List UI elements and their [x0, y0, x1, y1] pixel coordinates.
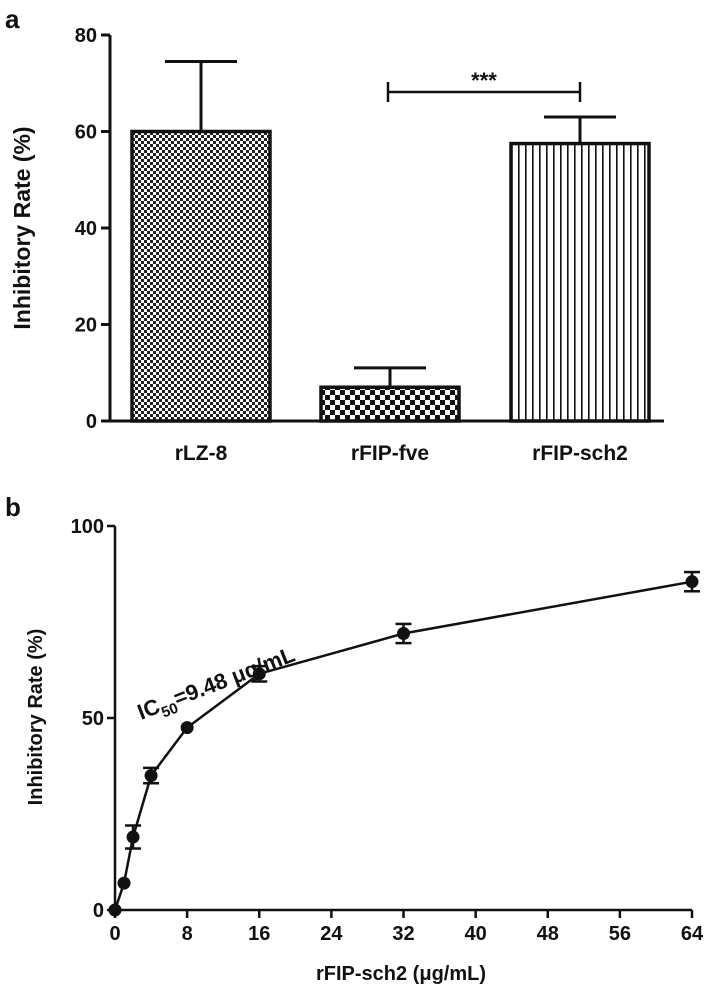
- y-tick-label: 60: [75, 122, 97, 144]
- y-tick-label: 0: [86, 411, 97, 433]
- panel-a-y-ticks: 0 20 40 60 80: [75, 25, 110, 433]
- ic50-value: =9.48 μg/mL: [170, 642, 298, 711]
- significance-label: ***: [471, 68, 497, 93]
- y-tick-label: 80: [75, 25, 97, 47]
- ic50-prefix: IC: [134, 693, 164, 724]
- bar-rfip-fve: [321, 387, 459, 421]
- x-tick-label: 16: [248, 923, 270, 945]
- y-tick-label: 20: [75, 315, 97, 337]
- data-point: [181, 721, 194, 734]
- x-tick-label: 64: [681, 923, 704, 945]
- x-tick-label: 48: [537, 923, 559, 945]
- x-tick-label: 8: [182, 923, 193, 945]
- bar-rlz-8: [132, 132, 270, 422]
- x-tick-label: 40: [465, 923, 487, 945]
- panel-b-x-axis-label: rFIP-sch2 (μg/mL): [316, 963, 486, 985]
- data-point: [686, 575, 699, 588]
- x-tick-label: 0: [109, 923, 120, 945]
- panel-b-series: [109, 572, 701, 916]
- x-tick-label: 24: [320, 923, 343, 945]
- y-tick-label: 50: [82, 708, 104, 730]
- y-tick-label: 40: [75, 218, 97, 240]
- data-point: [118, 877, 131, 890]
- panel-a-letter: a: [5, 4, 20, 34]
- panel-a: a Inhibitory Rate (%) 0 20 40 60 80 rLZ-8 rFI…: [5, 4, 664, 465]
- panel-b-y-ticks: 0 50 100: [71, 516, 115, 922]
- y-tick-label: 100: [71, 516, 104, 538]
- panel-b: b Inhibitory Rate (%) rFIP-sch2 (μg/mL) …: [5, 492, 704, 985]
- panel-b-letter: b: [5, 492, 21, 522]
- y-tick-label: 0: [93, 900, 104, 922]
- ic50-annotation: IC50=9.48 μg/mL: [134, 642, 300, 730]
- category-label: rFIP-sch2: [532, 442, 628, 465]
- category-label: rLZ-8: [175, 442, 228, 465]
- panel-b-x-ticks: 0 8 16 24 32 40 48 56 64: [109, 910, 704, 945]
- x-tick-label: 56: [609, 923, 631, 945]
- x-tick-label: 32: [392, 923, 414, 945]
- panel-a-significance-bracket: ***: [388, 68, 580, 102]
- category-label: rFIP-fve: [351, 442, 429, 465]
- data-point: [109, 904, 122, 917]
- data-point: [127, 831, 140, 844]
- panel-a-bars: rLZ-8 rFIP-fve rFIP-sch2: [110, 62, 664, 465]
- bar-rfip-sch2: [511, 144, 649, 421]
- data-point: [145, 769, 158, 782]
- panel-b-y-axis-label: Inhibitory Rate (%): [25, 629, 47, 806]
- panel-a-y-axis-label: Inhibitory Rate (%): [9, 126, 35, 329]
- data-point: [397, 627, 410, 640]
